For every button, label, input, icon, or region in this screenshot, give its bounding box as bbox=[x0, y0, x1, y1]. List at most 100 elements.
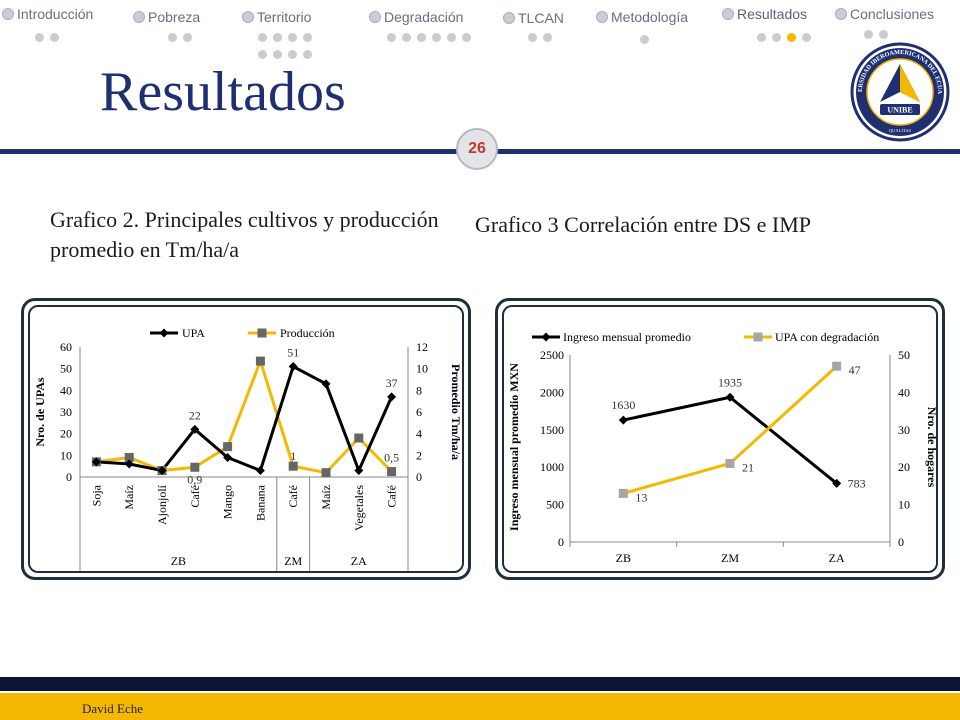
nav-dot bbox=[303, 50, 312, 59]
chart-caption-left: Grafico 2. Principales cultivos y produc… bbox=[50, 207, 439, 262]
nav-dot bbox=[787, 33, 796, 42]
nav-item-pobreza[interactable]: Pobreza bbox=[133, 9, 200, 25]
legend-label-upa-degradacion: UPA con degradación bbox=[775, 330, 879, 344]
nav-dot bbox=[258, 50, 267, 59]
y2-tick-label: 20 bbox=[898, 460, 910, 474]
series-line-produccion bbox=[96, 356, 393, 475]
data-point-upa-degradacion bbox=[618, 488, 628, 498]
legend-label-upa: UPA bbox=[182, 326, 205, 340]
x-category-label: ZM bbox=[721, 551, 739, 565]
y-tick-label: 500 bbox=[546, 498, 564, 512]
nav-dot bbox=[50, 33, 59, 42]
legend-marker-upa bbox=[159, 328, 169, 338]
y-tick-label: 1500 bbox=[540, 423, 564, 437]
nav-dot bbox=[757, 33, 766, 42]
data-label: 13 bbox=[635, 490, 647, 504]
data-point-produccion bbox=[255, 356, 265, 366]
data-label: 0,9 bbox=[187, 472, 202, 486]
nav-item-introduccion[interactable]: Introducción bbox=[2, 6, 93, 22]
nav-item-tlcan[interactable]: TLCAN bbox=[503, 10, 564, 26]
legend-marker-ingreso bbox=[541, 332, 551, 342]
data-point-ingreso bbox=[618, 415, 628, 425]
nav-dot bbox=[543, 33, 552, 42]
nav-item-resultados[interactable]: Resultados bbox=[722, 6, 807, 22]
nav-dot bbox=[447, 33, 456, 42]
data-label: 37 bbox=[386, 376, 398, 390]
nav-bullet-icon bbox=[369, 11, 381, 23]
data-label: 47 bbox=[849, 363, 861, 377]
y-tick-label: 30 bbox=[60, 405, 72, 419]
y2-tick-label: 0 bbox=[898, 535, 904, 549]
nav-dot bbox=[273, 50, 282, 59]
nav-dot bbox=[864, 30, 873, 39]
data-point-produccion bbox=[387, 467, 397, 477]
legend-marker-produccion bbox=[257, 328, 267, 338]
y-tick-label: 1000 bbox=[540, 460, 564, 474]
data-point-ingreso bbox=[725, 392, 735, 402]
x-category-label: Maíz bbox=[319, 485, 333, 510]
crops-chart: 0 10 20 30 40 50 60 0 2 4 6 8 10 12 Nro. de UPAs Promed… bbox=[33, 326, 462, 571]
series-line-upa bbox=[96, 364, 393, 475]
nav-dot bbox=[528, 33, 537, 42]
x-category-label: Mango bbox=[221, 485, 235, 519]
x-group-label: ZM bbox=[284, 554, 302, 568]
x-category-label: ZB bbox=[616, 551, 631, 565]
y2-tick-label: 40 bbox=[898, 385, 910, 399]
chart-panel-crops: 0 10 20 30 40 50 60 0 2 4 6 8 10 12 Nro. de UPAs Promed… bbox=[21, 298, 471, 580]
data-point-upa-degradacion bbox=[832, 361, 842, 371]
data-label: 1935 bbox=[718, 375, 742, 389]
x-category-label: ZA bbox=[829, 551, 845, 565]
data-point-produccion bbox=[223, 442, 233, 452]
y2-tick-label: 0 bbox=[416, 470, 422, 484]
x-category-label: Ajonjolí bbox=[155, 484, 169, 525]
data-point-produccion bbox=[288, 461, 298, 471]
y-tick-label: 2000 bbox=[540, 385, 564, 399]
nav-bullet-icon bbox=[835, 8, 847, 20]
data-point-upa bbox=[354, 466, 364, 475]
data-label: 783 bbox=[848, 476, 866, 490]
y2-tick-label: 2 bbox=[416, 448, 422, 462]
nav-dot bbox=[288, 50, 297, 59]
data-label: 21 bbox=[742, 460, 754, 474]
legend-marker-upa-degradacion bbox=[753, 332, 763, 342]
page-number-badge: 26 bbox=[456, 128, 498, 170]
legend-label-ingreso: Ingreso mensual promedio bbox=[563, 330, 691, 344]
nav-dot bbox=[462, 33, 471, 42]
x-category-label: Café bbox=[188, 485, 202, 508]
y2-axis-label: Promedio Tm/ha/a bbox=[449, 364, 462, 460]
y2-tick-label: 12 bbox=[416, 340, 428, 354]
nav-bullet-icon bbox=[2, 8, 14, 20]
y-tick-label: 2500 bbox=[540, 348, 564, 362]
nav-dot bbox=[303, 33, 312, 42]
x-category-label: Café bbox=[286, 485, 300, 508]
data-label: 1 bbox=[290, 449, 296, 463]
nav-dot bbox=[772, 33, 781, 42]
legend-label-produccion: Producción bbox=[280, 326, 335, 340]
nav-item-conclusiones[interactable]: Conclusiones bbox=[835, 6, 934, 22]
nav-item-territorio[interactable]: Territorio bbox=[242, 9, 311, 25]
nav-item-metodologia[interactable]: Metodología bbox=[596, 9, 688, 25]
y2-tick-label: 10 bbox=[898, 498, 910, 512]
data-label: 1630 bbox=[611, 398, 635, 412]
nav-dot bbox=[168, 33, 177, 42]
data-point-produccion bbox=[124, 453, 134, 462]
nav-item-degradacion[interactable]: Degradación bbox=[369, 9, 463, 25]
nav-dot bbox=[432, 33, 441, 42]
data-point-upa bbox=[321, 379, 331, 389]
nav-dot bbox=[402, 33, 411, 42]
x-category-label: Banana bbox=[253, 484, 267, 521]
nav-dot bbox=[640, 35, 649, 44]
y-tick-label: 50 bbox=[60, 362, 72, 376]
nav-bullet-icon bbox=[596, 11, 608, 23]
logo-motto-text: QUALITAS bbox=[889, 128, 912, 133]
data-point-upa bbox=[124, 459, 134, 469]
x-group-label: ZA bbox=[351, 554, 367, 568]
data-point-produccion bbox=[321, 468, 331, 478]
chart-panel-correlation: 0 500 1000 1500 2000 2500 0 10 20 30 40 50 ZB ZM ZA Ing… bbox=[495, 298, 945, 580]
logo-name-text: UNIBE bbox=[887, 106, 912, 115]
data-point-upa bbox=[190, 424, 200, 434]
x-category-label: Café bbox=[385, 485, 399, 508]
nav-bullet-icon bbox=[242, 11, 254, 23]
nav-dot bbox=[288, 33, 297, 42]
data-label: 51 bbox=[287, 346, 299, 360]
